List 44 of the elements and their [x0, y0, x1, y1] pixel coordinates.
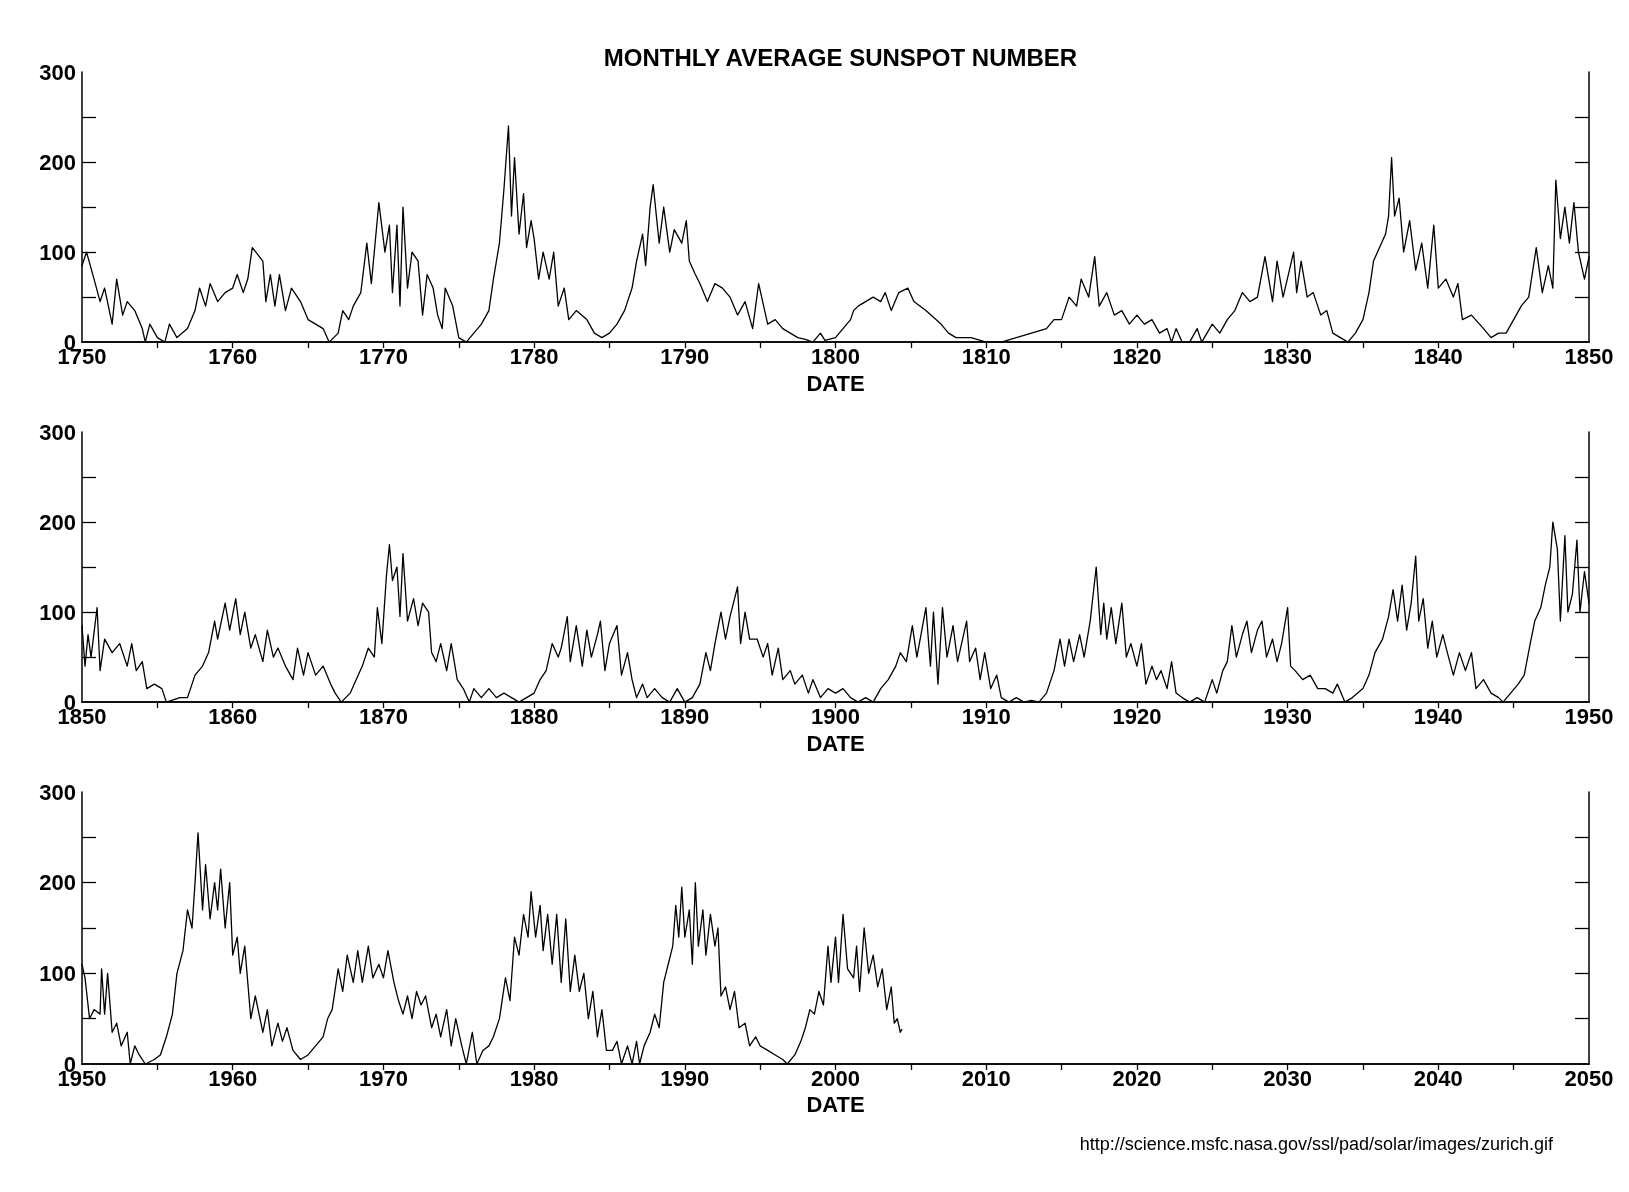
x-tick-label: 1900 — [811, 703, 860, 729]
x-tick-label: 1840 — [1413, 343, 1463, 369]
y-tick-label: 100 — [39, 960, 76, 986]
x-tick-label: 2000 — [811, 1065, 860, 1091]
x-tick-label: 1790 — [660, 343, 710, 369]
x-tick-label: 1950 — [1564, 703, 1614, 729]
x-tick-label: 2030 — [1263, 1065, 1313, 1091]
x-axis-title: DATE — [806, 730, 865, 756]
x-tick-label: 1800 — [811, 343, 860, 369]
y-tick-label: 200 — [39, 509, 76, 535]
x-tick-label: 1910 — [961, 703, 1011, 729]
x-tick-label: 1940 — [1413, 703, 1463, 729]
chart-title: MONTHLY AVERAGE SUNSPOT NUMBER — [603, 43, 1078, 71]
y-tick-label: 200 — [39, 870, 76, 896]
x-tick-label: 1970 — [358, 1065, 408, 1091]
x-tick-label: 1930 — [1263, 703, 1313, 729]
x-tick-label: 1920 — [1112, 703, 1162, 729]
y-tick-label: 200 — [39, 149, 76, 175]
x-tick-label: 1780 — [509, 343, 559, 369]
y-tick-label: 300 — [39, 779, 76, 805]
x-tick-label: 1820 — [1112, 343, 1162, 369]
y-tick-label: 300 — [39, 419, 76, 445]
x-tick-label: 1810 — [961, 343, 1011, 369]
x-tick-label: 2020 — [1112, 1065, 1162, 1091]
x-axis-title: DATE — [806, 1092, 865, 1118]
x-tick-label: 1830 — [1263, 343, 1313, 369]
y-tick-label: 100 — [39, 599, 76, 625]
x-tick-label: 2050 — [1564, 1065, 1614, 1091]
x-tick-label: 1770 — [358, 343, 408, 369]
x-tick-label: 2010 — [961, 1065, 1011, 1091]
x-tick-label: 1990 — [660, 1065, 710, 1091]
x-tick-label: 1980 — [509, 1065, 559, 1091]
x-tick-label: 2040 — [1413, 1065, 1463, 1091]
y-tick-label: 300 — [39, 59, 76, 85]
x-tick-label: 1890 — [660, 703, 710, 729]
y-tick-label: 100 — [39, 239, 76, 265]
x-tick-label: 1850 — [1564, 343, 1614, 369]
text: http://science.msfc.nasa.gov/ssl/pad/solar/images/zurich.gif — [1079, 1134, 1554, 1154]
x-tick-label: 1860 — [208, 703, 258, 729]
x-tick-label: 1960 — [208, 1065, 258, 1091]
x-tick-label: 1760 — [208, 343, 258, 369]
x-axis-title: DATE — [806, 370, 865, 396]
x-tick-label: 1870 — [358, 703, 408, 729]
x-tick-label: 1880 — [509, 703, 559, 729]
